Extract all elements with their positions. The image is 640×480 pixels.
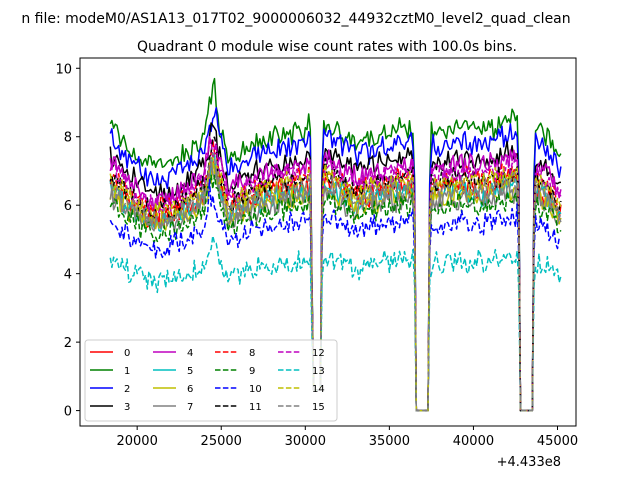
x-tick-label: 45000 xyxy=(537,434,578,449)
legend-label-2: 2 xyxy=(124,384,130,395)
y-tick-label: 6 xyxy=(64,199,72,214)
legend-label-6: 6 xyxy=(187,384,193,395)
legend-label-0: 0 xyxy=(124,348,130,359)
series-line-2 xyxy=(109,106,562,412)
y-axis: 0 2 4 6 8 10 xyxy=(55,62,80,420)
x-axis-offset-label: +4.433e8 xyxy=(497,455,561,470)
series-line-14 xyxy=(109,156,562,412)
legend-label-3: 3 xyxy=(124,402,130,413)
legend-label-9: 9 xyxy=(249,366,255,377)
series-line-9 xyxy=(109,174,562,412)
x-tick-label: 25000 xyxy=(201,434,242,449)
legend-frame xyxy=(84,339,338,422)
legend-label-1: 1 xyxy=(124,366,130,377)
y-tick-label: 4 xyxy=(64,268,72,283)
legend-label-11: 11 xyxy=(249,402,262,413)
legend-label-8: 8 xyxy=(249,348,255,359)
chart-title: Quadrant 0 module wise count rates with … xyxy=(137,39,517,55)
series-line-10 xyxy=(109,179,562,412)
series-line-1 xyxy=(109,77,562,412)
series-line-3 xyxy=(109,122,562,412)
y-tick-label: 10 xyxy=(55,62,72,77)
x-tick-label: 40000 xyxy=(453,434,494,449)
series-line-15 xyxy=(109,152,562,412)
plot-area-frame xyxy=(79,57,577,427)
legend-label-5: 5 xyxy=(187,366,193,377)
y-tick-label: 0 xyxy=(64,405,72,420)
y-tick-label: 8 xyxy=(64,131,72,146)
x-tick-label: 20000 xyxy=(116,434,157,449)
x-axis: 20000 25000 30000 35000 40000 45000 xyxy=(116,426,578,449)
series-line-12 xyxy=(109,139,562,412)
series-line-13 xyxy=(109,235,562,412)
figure-suptitle: n file: modeM0/AS1A13_017T02_9000006032_… xyxy=(21,11,570,27)
y-tick-label: 2 xyxy=(64,336,72,351)
legend-label-10: 10 xyxy=(249,384,262,395)
legend-label-4: 4 xyxy=(187,348,193,359)
x-tick-label: 35000 xyxy=(369,434,410,449)
legend-label-15: 15 xyxy=(312,402,325,413)
series-layer xyxy=(109,77,562,412)
legend-label-14: 14 xyxy=(312,384,325,395)
legend-label-12: 12 xyxy=(312,348,325,359)
x-tick-label: 30000 xyxy=(285,434,326,449)
legend-label-13: 13 xyxy=(312,366,325,377)
legend-label-7: 7 xyxy=(187,402,193,413)
